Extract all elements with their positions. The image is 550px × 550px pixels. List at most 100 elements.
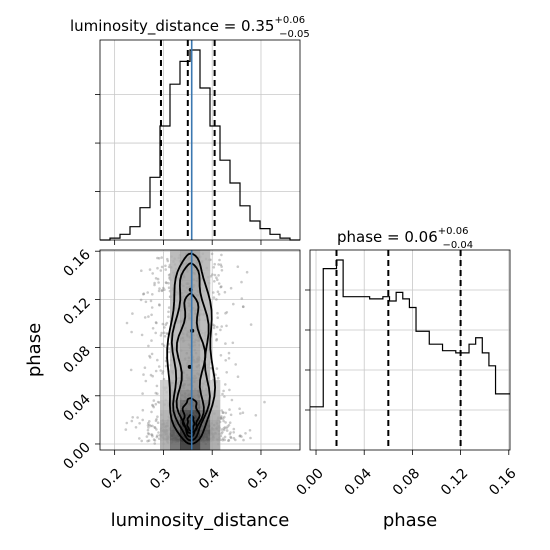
sample-point — [244, 432, 247, 435]
sample-point — [232, 431, 235, 434]
phase-xtick-label-2: 0.08 — [390, 466, 423, 499]
sample-point — [167, 310, 170, 314]
density-cell — [200, 320, 211, 331]
density-cell — [170, 250, 181, 261]
contour-line-4 — [186, 414, 196, 432]
sample-point — [221, 438, 225, 442]
sample-point — [164, 264, 167, 268]
sample-point — [219, 416, 223, 420]
sample-point — [152, 438, 156, 441]
sample-point — [157, 257, 161, 260]
sample-point — [228, 408, 231, 411]
density-cell — [190, 290, 201, 301]
sample-point — [164, 364, 168, 368]
sample-point — [149, 373, 153, 377]
sample-point — [163, 335, 167, 338]
sample-point — [143, 316, 147, 319]
sample-point — [146, 432, 150, 435]
sample-point — [227, 423, 231, 427]
sample-point — [150, 339, 153, 342]
sample-point — [156, 392, 159, 396]
sample-point — [167, 306, 171, 309]
sample-point — [245, 270, 249, 274]
sample-point — [138, 437, 141, 440]
sample-point — [153, 426, 157, 430]
sample-point — [146, 424, 150, 427]
density-cell — [160, 420, 171, 431]
ld-xtick-label-3: 0.5 — [245, 466, 272, 493]
contour-line-3 — [181, 397, 201, 435]
sample-point — [223, 435, 227, 439]
sample-point — [223, 438, 226, 442]
sample-point — [227, 351, 231, 355]
sample-point — [152, 405, 155, 409]
sample-point — [146, 439, 149, 443]
sample-point — [148, 420, 151, 423]
sample-point — [134, 426, 138, 429]
sample-point — [154, 331, 157, 335]
sample-point — [125, 421, 129, 425]
density-cell — [210, 400, 221, 411]
sample-point — [156, 415, 159, 419]
sample-point — [236, 265, 240, 269]
sample-point — [164, 281, 168, 284]
sample-point — [220, 253, 223, 257]
sample-point — [220, 269, 224, 272]
sample-point — [161, 370, 165, 373]
sample-point — [163, 288, 166, 292]
sample-point — [215, 367, 219, 370]
title-ld-plus: +0.06 — [274, 15, 305, 26]
sample-point — [154, 277, 158, 280]
sample-point — [232, 302, 235, 306]
sample-point — [240, 297, 244, 300]
sample-point — [148, 423, 151, 427]
sample-point — [167, 281, 170, 285]
sample-point — [131, 312, 134, 315]
density-cell — [170, 260, 181, 271]
density-cell — [190, 410, 201, 421]
sample-point — [224, 421, 227, 424]
sample-point — [138, 422, 141, 425]
sample-point — [160, 289, 164, 293]
phase-xtick-label-1: 0.04 — [342, 465, 375, 498]
sample-point — [158, 303, 161, 306]
sample-point — [157, 289, 161, 293]
sample-point — [165, 332, 169, 335]
sample-point — [220, 325, 223, 328]
density-cell — [200, 440, 211, 451]
density-cell — [180, 290, 191, 301]
sample-point — [229, 286, 233, 290]
density-cell — [170, 340, 181, 351]
sample-point — [151, 374, 154, 378]
density-cell — [180, 360, 191, 371]
sample-point — [222, 411, 225, 414]
sample-point — [160, 331, 163, 335]
sample-point — [164, 268, 167, 271]
sample-point — [228, 388, 231, 392]
sample-point — [216, 316, 219, 320]
sample-point — [223, 415, 226, 419]
sample-point — [254, 414, 258, 417]
density-cell — [170, 330, 181, 341]
density-cell — [210, 420, 221, 431]
sample-point — [155, 435, 159, 439]
ylabel-phase: phase — [24, 323, 45, 377]
sample-point — [156, 358, 159, 362]
density-cell — [170, 440, 181, 451]
density-cell — [190, 440, 201, 451]
sample-point — [219, 263, 223, 267]
density-cell — [170, 300, 181, 311]
density-cell — [170, 400, 181, 411]
density-cell — [170, 270, 181, 281]
sample-point — [221, 392, 224, 396]
density-cell — [190, 360, 201, 371]
density-cell — [160, 440, 171, 451]
sample-point — [225, 324, 228, 328]
sample-point — [230, 398, 234, 402]
sample-point — [157, 431, 160, 434]
sample-point — [213, 280, 216, 283]
density-cell — [190, 270, 201, 281]
sample-point — [227, 438, 231, 442]
sample-point — [157, 365, 161, 368]
